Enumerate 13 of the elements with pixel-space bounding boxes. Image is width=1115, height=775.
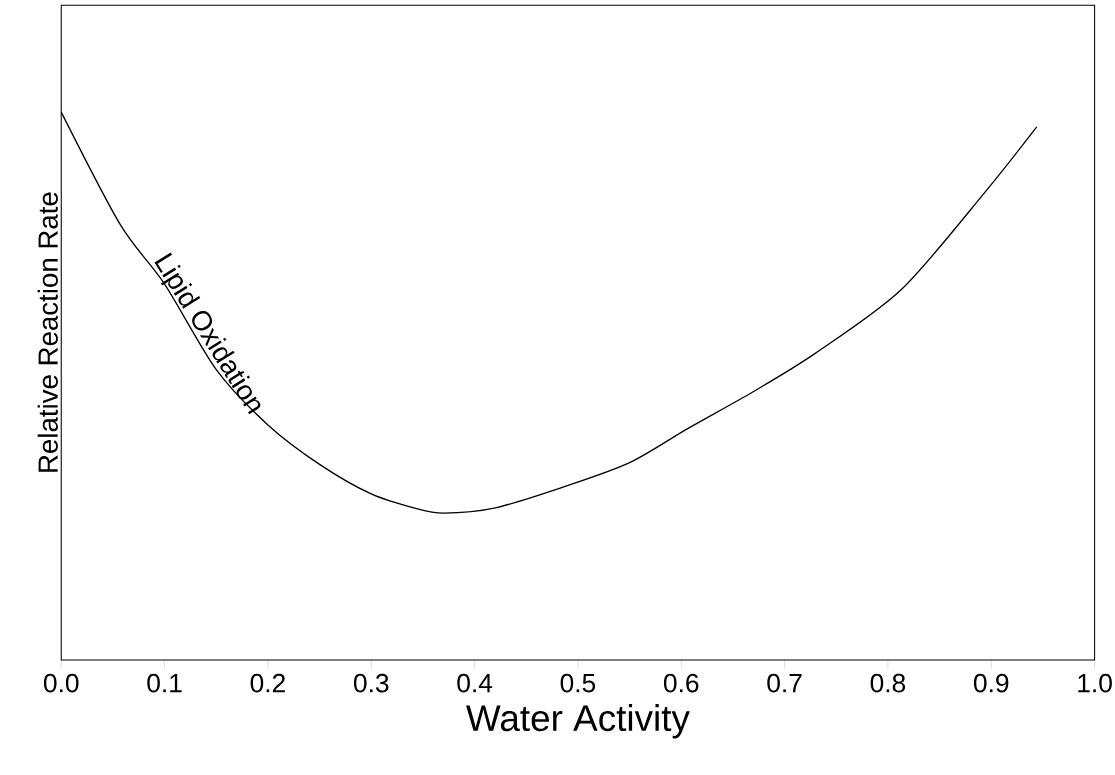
x-tick-label: 0.0 <box>43 674 79 693</box>
x-tick-label: 0.5 <box>560 674 596 693</box>
x-tick-label: 0.4 <box>457 674 493 693</box>
x-tick-label: 0.1 <box>147 674 182 693</box>
x-tick-label: 0.2 <box>250 674 285 693</box>
x-tick-label: 0.7 <box>767 674 802 693</box>
x-tick-label: 0.6 <box>663 674 699 693</box>
y-axis-title: Relative Reaction Rate <box>37 192 58 473</box>
x-tick-label: 1.0 <box>1078 674 1112 693</box>
x-tick-label: 0.8 <box>870 674 906 693</box>
x-tick-label: 0.3 <box>353 674 389 693</box>
x-tick-label: 0.9 <box>973 674 1009 693</box>
x-axis-title: Water Activity <box>466 704 690 739</box>
